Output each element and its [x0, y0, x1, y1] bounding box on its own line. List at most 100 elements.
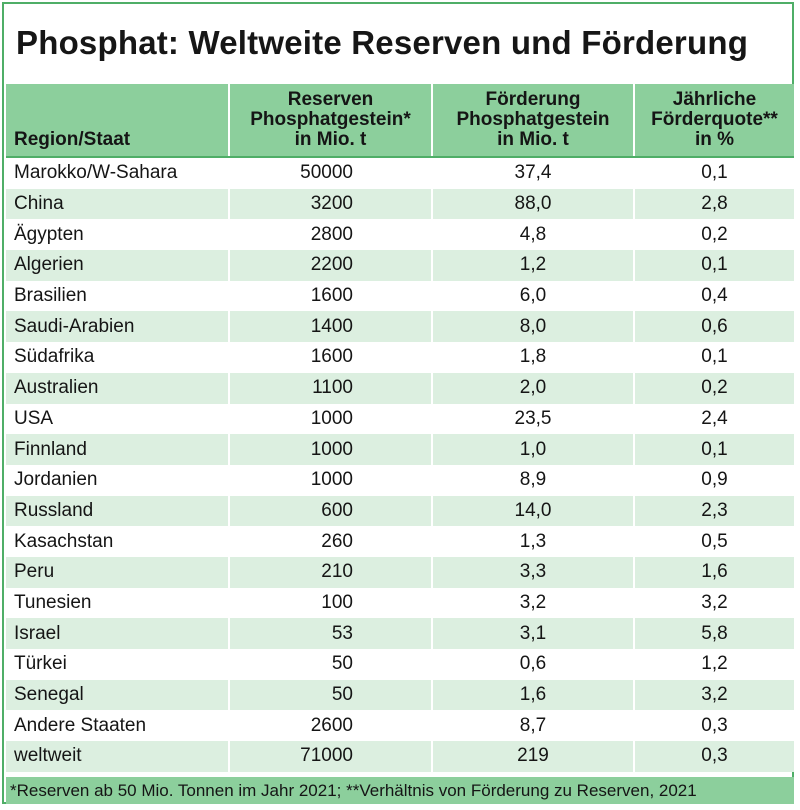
production-cell: 1,3 — [431, 526, 634, 557]
rate-cell: 0,1 — [633, 342, 794, 373]
phosphate-table: Region/Staat Reserven Phosphatgestein* i… — [6, 84, 794, 772]
rate-cell: 1,2 — [633, 649, 794, 680]
production-cell: 8,9 — [431, 464, 634, 496]
reserves-cell: 53 — [228, 618, 432, 649]
reserves-cell: 2800 — [228, 219, 432, 251]
region-cell: Israel — [6, 618, 229, 649]
footnote: *Reserven ab 50 Mio. Tonnen im Jahr 2021… — [6, 777, 794, 804]
rate-cell: 2,8 — [633, 188, 794, 220]
table-row: weltweit 71000 219 0,3 — [6, 741, 794, 772]
rate-cell: 1,6 — [633, 556, 794, 588]
table-row: USA 1000 23,5 2,4 — [6, 403, 794, 435]
reserves-cell: 1000 — [228, 403, 432, 435]
table-row: Marokko/W-Sahara 50000 37,4 0,1 — [6, 157, 794, 189]
reserves-cell: 50000 — [228, 157, 432, 189]
column-header-production: Förderung Phosphatgestein in Mio. t — [431, 84, 634, 158]
reserves-cell: 1000 — [228, 434, 432, 465]
production-cell: 14,0 — [431, 495, 634, 527]
rate-cell: 0,3 — [633, 710, 794, 742]
production-cell: 1,0 — [431, 434, 634, 465]
rate-cell: 0,2 — [633, 219, 794, 251]
reserves-cell: 260 — [228, 526, 432, 557]
rate-cell: 0,3 — [633, 741, 794, 772]
table-row: Israel 53 3,1 5,8 — [6, 618, 794, 649]
table-row: Australien 1100 2,0 0,2 — [6, 372, 794, 404]
table-row: Finnland 1000 1,0 0,1 — [6, 434, 794, 465]
production-cell: 8,0 — [431, 311, 634, 343]
production-cell: 3,2 — [431, 587, 634, 619]
reserves-cell: 2600 — [228, 710, 432, 742]
column-header-line: in Mio. t — [294, 129, 367, 150]
table-row: Russland 600 14,0 2,3 — [6, 495, 794, 527]
production-cell: 3,3 — [431, 556, 634, 588]
rate-cell: 0,6 — [633, 311, 794, 343]
column-header-line: Phosphatgestein — [456, 109, 610, 130]
rate-cell: 3,2 — [633, 587, 794, 619]
reserves-cell: 50 — [228, 649, 432, 680]
column-header-line: Reserven — [287, 89, 374, 110]
region-cell: Tunesien — [6, 587, 229, 619]
region-cell: Marokko/W-Sahara — [6, 157, 229, 189]
reserves-cell: 600 — [228, 495, 432, 527]
region-cell: weltweit — [6, 741, 229, 772]
reserves-cell: 50 — [228, 679, 432, 711]
table-row: Senegal 50 1,6 3,2 — [6, 679, 794, 711]
rate-cell: 2,3 — [633, 495, 794, 527]
table-row: Kasachstan 260 1,3 0,5 — [6, 526, 794, 557]
region-cell: Jordanien — [6, 464, 229, 496]
rate-cell: 3,2 — [633, 679, 794, 711]
column-header-line: in Mio. t — [497, 129, 569, 150]
rate-cell: 0,1 — [633, 434, 794, 465]
region-cell: Andere Staaten — [6, 710, 229, 742]
region-cell: Senegal — [6, 679, 229, 711]
production-cell: 2,0 — [431, 372, 634, 404]
column-header-line: Jährliche — [672, 89, 757, 110]
reserves-cell: 3200 — [228, 188, 432, 220]
production-cell: 1,2 — [431, 250, 634, 281]
reserves-cell: 1600 — [228, 342, 432, 373]
table-row: Andere Staaten 2600 8,7 0,3 — [6, 710, 794, 742]
production-cell: 1,8 — [431, 342, 634, 373]
region-cell: USA — [6, 403, 229, 435]
region-cell: Russland — [6, 495, 229, 527]
column-header-region: Region/Staat — [6, 84, 229, 158]
table-row: Südafrika 1600 1,8 0,1 — [6, 342, 794, 373]
region-cell: Peru — [6, 556, 229, 588]
reserves-cell: 2200 — [228, 250, 432, 281]
table-row: Türkei 50 0,6 1,2 — [6, 649, 794, 680]
production-cell: 37,4 — [431, 157, 634, 189]
production-cell: 4,8 — [431, 219, 634, 251]
column-header-line: in % — [694, 129, 735, 150]
column-header-rate: Jährliche Förderquote** in % — [633, 84, 794, 158]
production-cell: 6,0 — [431, 280, 634, 312]
region-cell: Australien — [6, 372, 229, 404]
region-cell: Kasachstan — [6, 526, 229, 557]
reserves-cell: 71000 — [228, 741, 432, 772]
production-cell: 23,5 — [431, 403, 634, 435]
table-row: Jordanien 1000 8,9 0,9 — [6, 464, 794, 496]
rate-cell: 0,4 — [633, 280, 794, 312]
rate-cell: 2,4 — [633, 403, 794, 435]
rate-cell: 0,9 — [633, 464, 794, 496]
page-title: Phosphat: Weltweite Reserven und Förderu… — [16, 24, 749, 61]
reserves-cell: 1400 — [228, 311, 432, 343]
reserves-cell: 1100 — [228, 372, 432, 404]
header-row: Region/Staat Reserven Phosphatgestein* i… — [6, 84, 794, 158]
region-cell: Brasilien — [6, 280, 229, 312]
region-cell: Türkei — [6, 649, 229, 680]
column-header-reserves: Reserven Phosphatgestein* in Mio. t — [228, 84, 432, 158]
region-cell: Südafrika — [6, 342, 229, 373]
production-cell: 219 — [431, 741, 634, 772]
column-header-line: Förderquote** — [651, 109, 778, 130]
production-cell: 3,1 — [431, 618, 634, 649]
table-row: Tunesien 100 3,2 3,2 — [6, 587, 794, 619]
region-cell: Saudi-Arabien — [6, 311, 229, 343]
production-cell: 0,6 — [431, 649, 634, 680]
production-cell: 8,7 — [431, 710, 634, 742]
region-cell: Finnland — [6, 434, 229, 465]
table-row: Peru 210 3,3 1,6 — [6, 556, 794, 588]
production-cell: 1,6 — [431, 679, 634, 711]
rate-cell: 0,1 — [633, 250, 794, 281]
rate-cell: 0,5 — [633, 526, 794, 557]
